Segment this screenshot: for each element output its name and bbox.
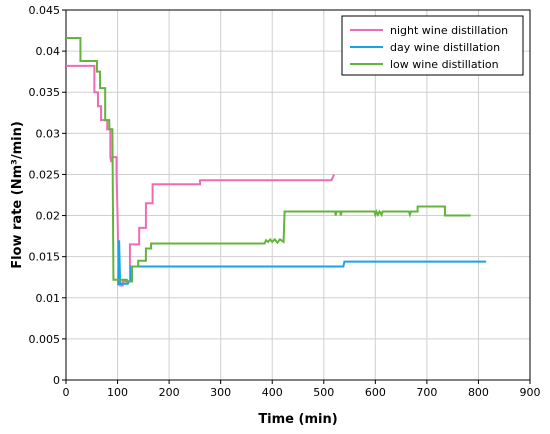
series-line-night-wine-distillation bbox=[66, 64, 336, 287]
x-tick-label: 700 bbox=[416, 386, 437, 399]
x-tick-label: 0 bbox=[63, 386, 70, 399]
x-tick-label: 300 bbox=[210, 386, 231, 399]
legend: night wine distillation day wine distilla… bbox=[341, 15, 524, 76]
y-tick-label: 0.02 bbox=[36, 210, 61, 223]
series-line-day-wine-distillation bbox=[117, 240, 487, 286]
y-tick-label: 0.045 bbox=[29, 4, 61, 17]
x-tick-label: 800 bbox=[468, 386, 489, 399]
x-tick-label: 400 bbox=[262, 386, 283, 399]
y-axis-title: Flow rate (Nm³/min) bbox=[10, 121, 25, 269]
x-tick-label: 600 bbox=[365, 386, 386, 399]
y-tick-label: 0.025 bbox=[29, 168, 61, 181]
x-tick-label: 900 bbox=[520, 386, 541, 399]
plot-frame bbox=[65, 9, 531, 381]
y-axis-ticks: 0 0.005 0.01 0.015 0.02 0.025 0.03 0.035 0.04 0.0… bbox=[29, 4, 66, 387]
y-tick-label: 0.01 bbox=[36, 292, 61, 305]
series-layer bbox=[66, 36, 487, 287]
y-tick-label: 0 bbox=[53, 374, 60, 387]
y-tick-label: 0.04 bbox=[36, 45, 61, 58]
x-tick-label: 500 bbox=[313, 386, 334, 399]
x-axis-ticks: 0 100 200 300 400 500 600 700 800 900 bbox=[63, 380, 541, 399]
legend-box bbox=[341, 15, 524, 76]
y-tick-label: 0.015 bbox=[29, 251, 61, 264]
legend-label-day-wine-distillation: day wine distillation bbox=[390, 41, 500, 54]
y-tick-label: 0.035 bbox=[29, 86, 61, 99]
x-axis-title: Time (min) bbox=[258, 412, 337, 427]
legend-label-night-wine-distillation: night wine distillation bbox=[390, 24, 508, 37]
x-tick-label: 200 bbox=[159, 386, 180, 399]
legend-label-low-wine-distillation: low wine distillation bbox=[390, 58, 499, 71]
y-tick-label: 0.03 bbox=[36, 127, 61, 140]
x-tick-label: 100 bbox=[107, 386, 128, 399]
y-tick-label: 0.005 bbox=[29, 333, 61, 346]
series-line-low-wine-distillation bbox=[66, 36, 471, 283]
